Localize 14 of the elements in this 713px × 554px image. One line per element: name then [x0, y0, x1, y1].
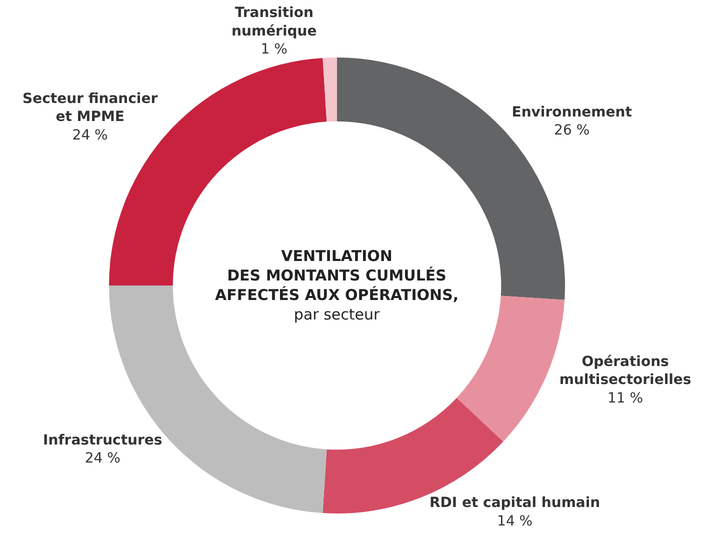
- slice-label: Infrastructures: [43, 432, 162, 448]
- data-label: 26 %: [554, 122, 590, 139]
- slice-label: Secteur financier et MPME: [22, 90, 158, 126]
- data-label: 11 %: [608, 390, 644, 406]
- slice-label: Environnement: [512, 104, 632, 120]
- slice-label: Transition numérique: [232, 5, 317, 40]
- text: par secteur: [294, 306, 380, 324]
- slice-label: Opérations multisectorielles: [559, 354, 692, 388]
- data-label: 24 %: [72, 127, 108, 144]
- donut-slice: [322, 58, 337, 122]
- slice-label: RDI et capital humain: [429, 495, 600, 512]
- data-label: 14 %: [497, 513, 533, 530]
- data-label: 24 %: [84, 450, 120, 467]
- data-label: 1 %: [260, 42, 288, 58]
